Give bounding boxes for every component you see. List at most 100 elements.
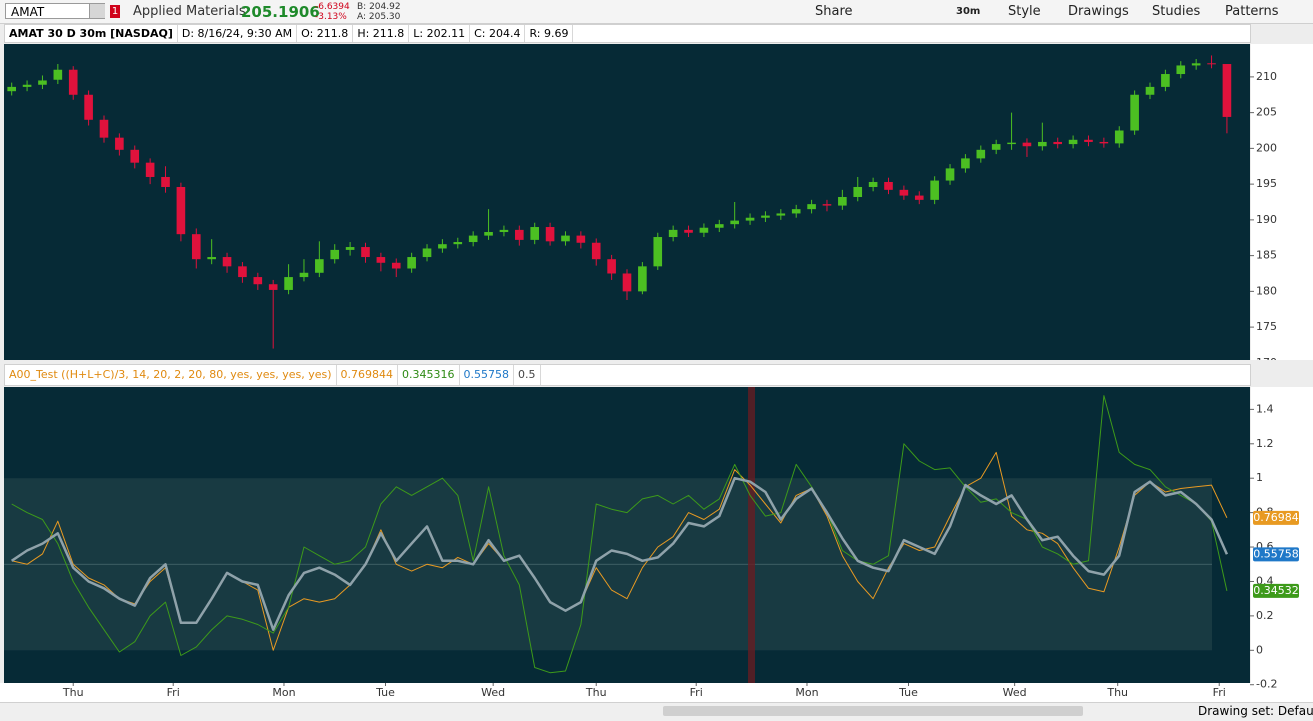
candle-body [1038,141,1047,147]
candle-body [453,242,463,245]
study-title: A00_Test ((H+L+C)/3, 14, 20, 2, 20, 80, … [5,365,337,385]
candle-body [745,217,755,221]
candle-body [899,189,909,196]
symbol-box[interactable]: AMAT [5,3,105,19]
candle-body [1068,139,1078,145]
candle-body [330,249,340,260]
candle-body [1145,86,1155,95]
candle-body [530,227,540,240]
x-tick-label: Thu [62,686,84,699]
candle-body [130,149,140,163]
candle-body [284,277,293,290]
candle-body [961,158,970,169]
last-value-label: 0.55758 [1253,547,1299,560]
chart-header: AMAT 30 D 30m [NASDAQ] D: 8/16/24, 9:30 A… [4,24,1251,43]
drawings-button[interactable]: Drawings [1068,4,1129,19]
candle-body [1022,142,1032,147]
style-button[interactable]: Style [1008,4,1041,19]
x-tick-label: Thu [585,686,607,699]
candle-body [499,229,509,233]
axis-background [1251,387,1313,683]
candle-body [930,180,939,200]
study-header: A00_Test ((H+L+C)/3, 14, 20, 2, 20, 80, … [4,364,1251,386]
x-tick-label: Fri [690,686,703,699]
candle-body [1207,63,1216,65]
candle-body [976,149,986,159]
candle-body [1191,63,1201,66]
patterns-button[interactable]: Patterns [1225,4,1279,19]
candle-body [391,262,401,269]
candle-body [561,235,570,242]
y-tick-label: 200 [1256,141,1277,154]
share-button[interactable]: Share [815,4,853,19]
candle-body [191,234,201,260]
candle-body [315,259,324,273]
y-tick-label: 185 [1256,249,1277,262]
y-tick-label: 180 [1256,284,1277,297]
y-tick-label: 1.4 [1256,402,1274,415]
study-value: 0.345316 [398,365,460,385]
x-tick-label: Mon [795,686,818,699]
bid: B: 204.92 [357,2,401,12]
candle-body [1053,141,1063,145]
last-value-badge [1253,510,1299,525]
axis-background [1251,44,1313,360]
candle-body [576,235,586,243]
candle-body [1084,139,1093,142]
candle-body [84,94,93,120]
y-tick-label: 175 [1256,320,1277,333]
toolbar: AMAT 1 Applied Materials 205.1906 -6.639… [0,0,1313,24]
candle-body [791,209,801,214]
signal-bar [748,387,755,683]
header-field: D: 8/16/24, 9:30 AM [178,25,298,42]
candle-body [361,247,370,258]
candle-body [853,186,863,197]
candle-body [1130,94,1139,131]
candle-body [822,204,832,206]
candle-body [668,229,678,238]
header-field: H: 211.8 [353,25,410,42]
y-tick-label: 170 [1256,356,1277,360]
candle-body [115,137,124,150]
candle-body [545,227,555,242]
change-pct: -3.13% [315,12,347,22]
candle-body [914,195,924,200]
candle-body [838,196,847,206]
y-tick-label: 205 [1256,106,1277,119]
drawing-set[interactable]: Drawing set: Default [1198,704,1313,718]
x-tick-label: Tue [375,686,395,699]
alert-badge[interactable]: 1 [110,5,120,18]
study-value: 0.5 [514,365,541,385]
candle-body [638,266,647,292]
candle-body [1099,141,1109,144]
symbol-dropdown[interactable] [89,4,105,18]
company-name: Applied Materials [133,4,246,19]
change: -6.6394 [315,2,350,12]
header-field: R: 9.69 [525,25,574,42]
header-field: L: 202.11 [409,25,471,42]
study-value: 0.55758 [460,365,515,385]
candle-body [699,227,709,233]
candle-body [7,86,16,92]
candle-body [653,237,663,267]
candle-body [38,80,47,85]
chart-title: AMAT 30 D 30m [NASDAQ] [5,25,178,42]
candle-body [345,247,355,250]
studies-button[interactable]: Studies [1152,4,1201,19]
candle-body [868,181,878,187]
candle-body [468,235,478,243]
scrollbar[interactable] [663,706,1083,716]
ask: A: 205.30 [357,12,401,22]
x-tick-label: Tue [898,686,918,699]
interval-button[interactable]: 30m [956,6,981,17]
x-tick-label: Thu [1106,686,1128,699]
candle-body [253,277,263,285]
y-tick-label: 0 [1256,643,1263,656]
candle-body [407,257,416,269]
y-tick-label: 190 [1256,213,1277,226]
plot-background [4,44,1250,360]
candle-body [422,248,432,258]
y-tick-label: 1.2 [1256,437,1274,450]
indicator-line [11,395,1228,674]
